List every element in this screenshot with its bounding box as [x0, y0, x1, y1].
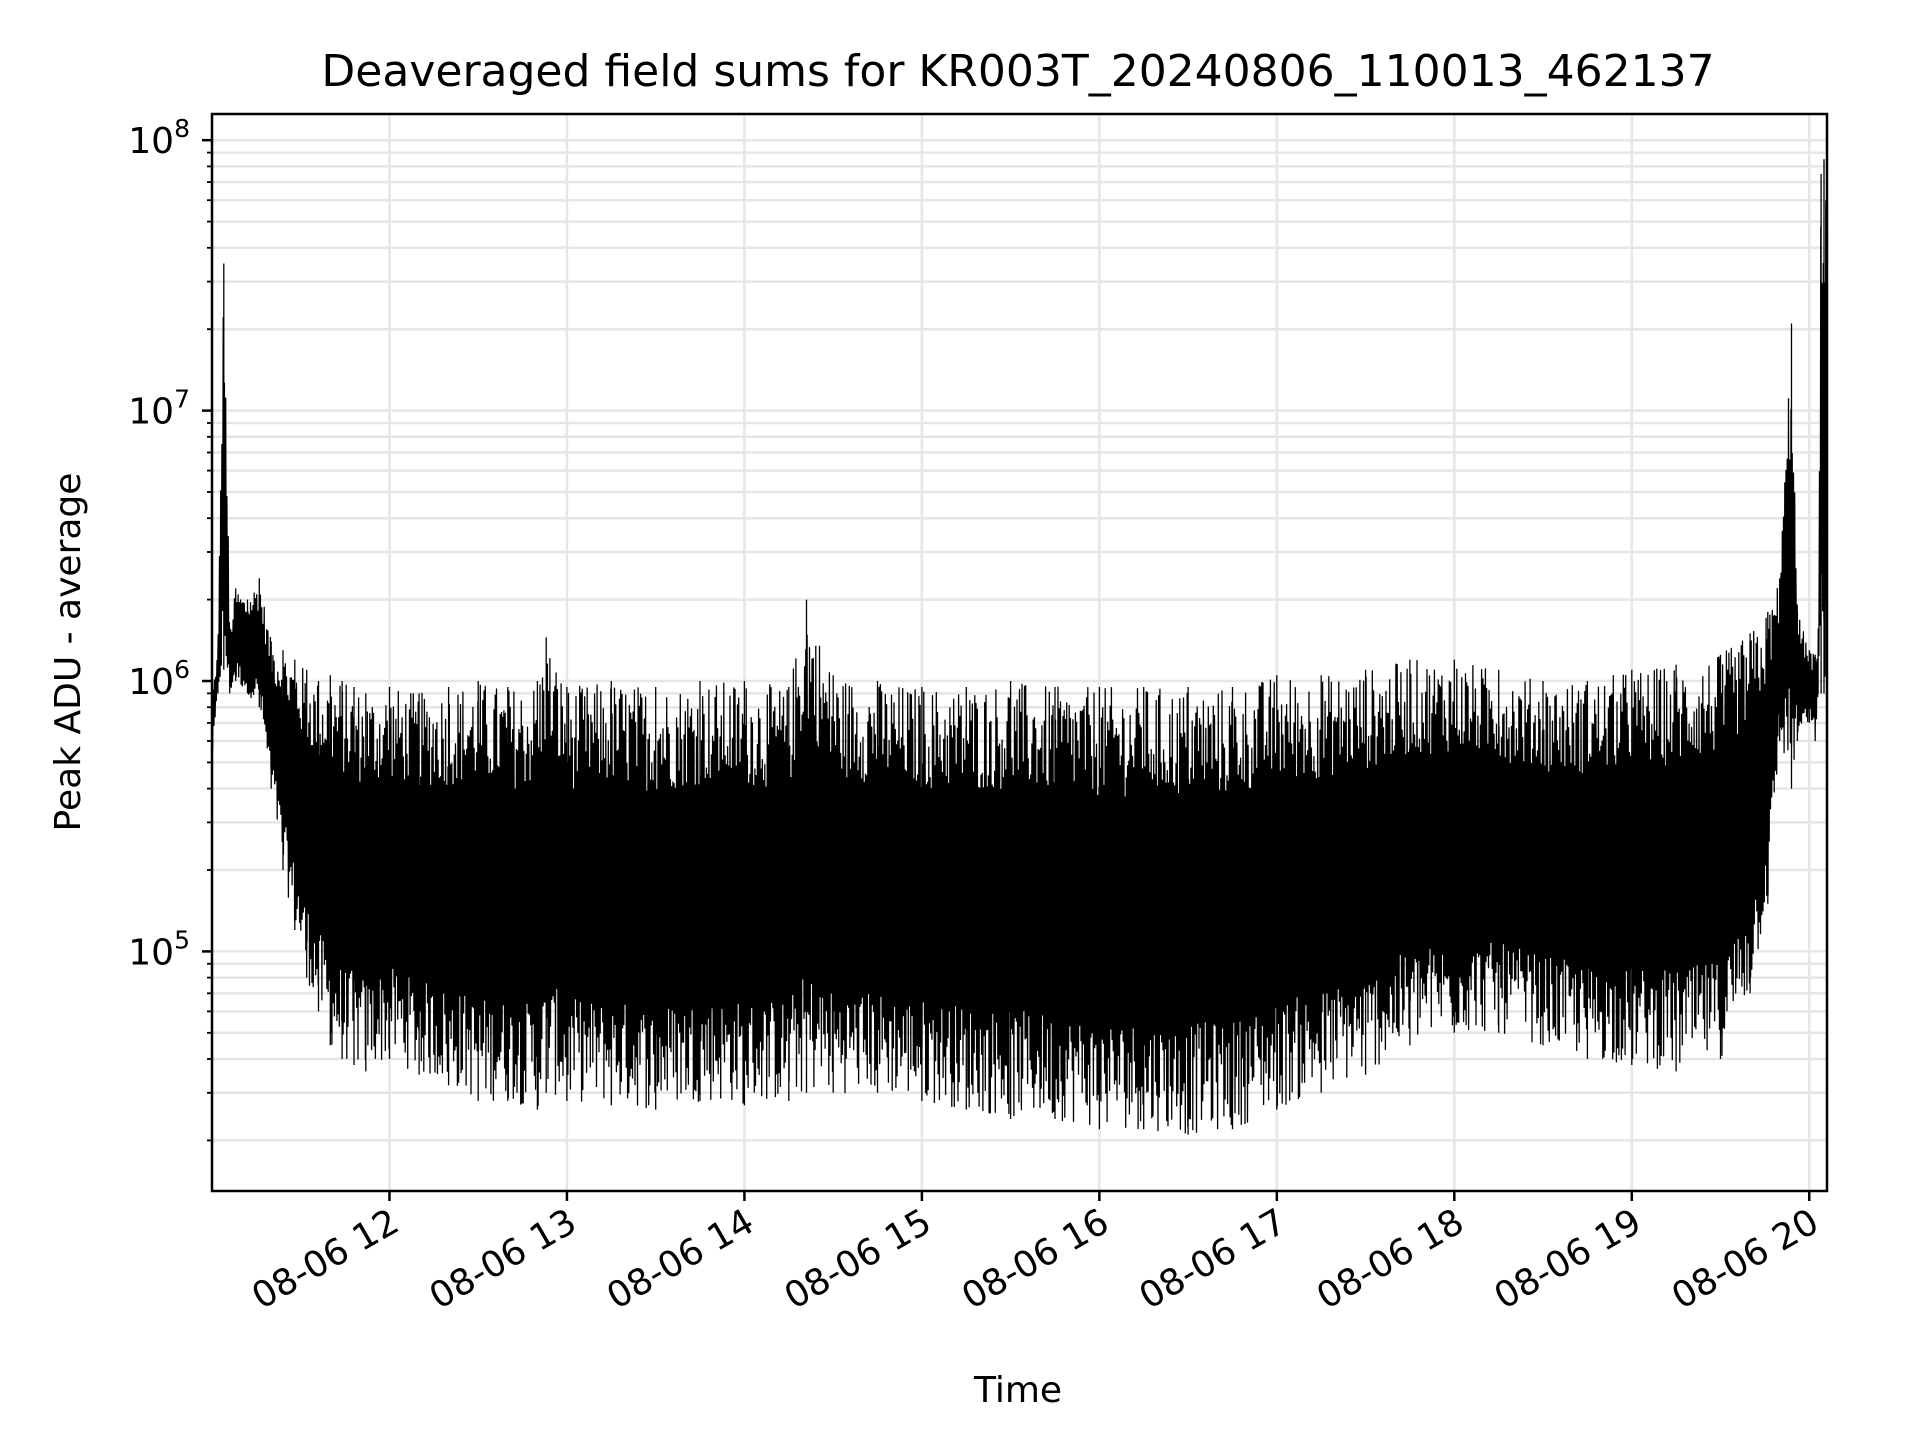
- x-tick-label: 08-06 20: [1665, 1201, 1826, 1317]
- x-tick-label: 08-06 15: [778, 1201, 939, 1317]
- y-tick-label: 106: [128, 655, 190, 703]
- x-tick-label: 08-06 16: [955, 1201, 1116, 1317]
- x-tick-label: 08-06 13: [423, 1201, 584, 1317]
- y-tick-label: 105: [128, 925, 190, 973]
- series-line-layer: [211, 159, 1828, 1135]
- series-line: [211, 159, 1828, 1135]
- x-tick-label: 08-06 18: [1310, 1201, 1471, 1317]
- x-tick-label: 08-06 14: [600, 1201, 761, 1317]
- x-tick-label: 08-06 12: [245, 1201, 406, 1317]
- y-tick-label: 108: [128, 114, 190, 162]
- chart-title: Deaveraged field sums for KR003T_2024080…: [321, 46, 1714, 97]
- x-axis-label: Time: [973, 1370, 1062, 1411]
- y-axis-label: Peak ADU - average: [48, 473, 89, 832]
- x-tick-label: 08-06 19: [1488, 1201, 1649, 1317]
- y-tick-label: 107: [128, 385, 190, 433]
- x-tick-label: 08-06 17: [1133, 1201, 1294, 1317]
- axis-ticks: [202, 138, 1811, 1201]
- plot-frame: [210, 112, 1829, 1193]
